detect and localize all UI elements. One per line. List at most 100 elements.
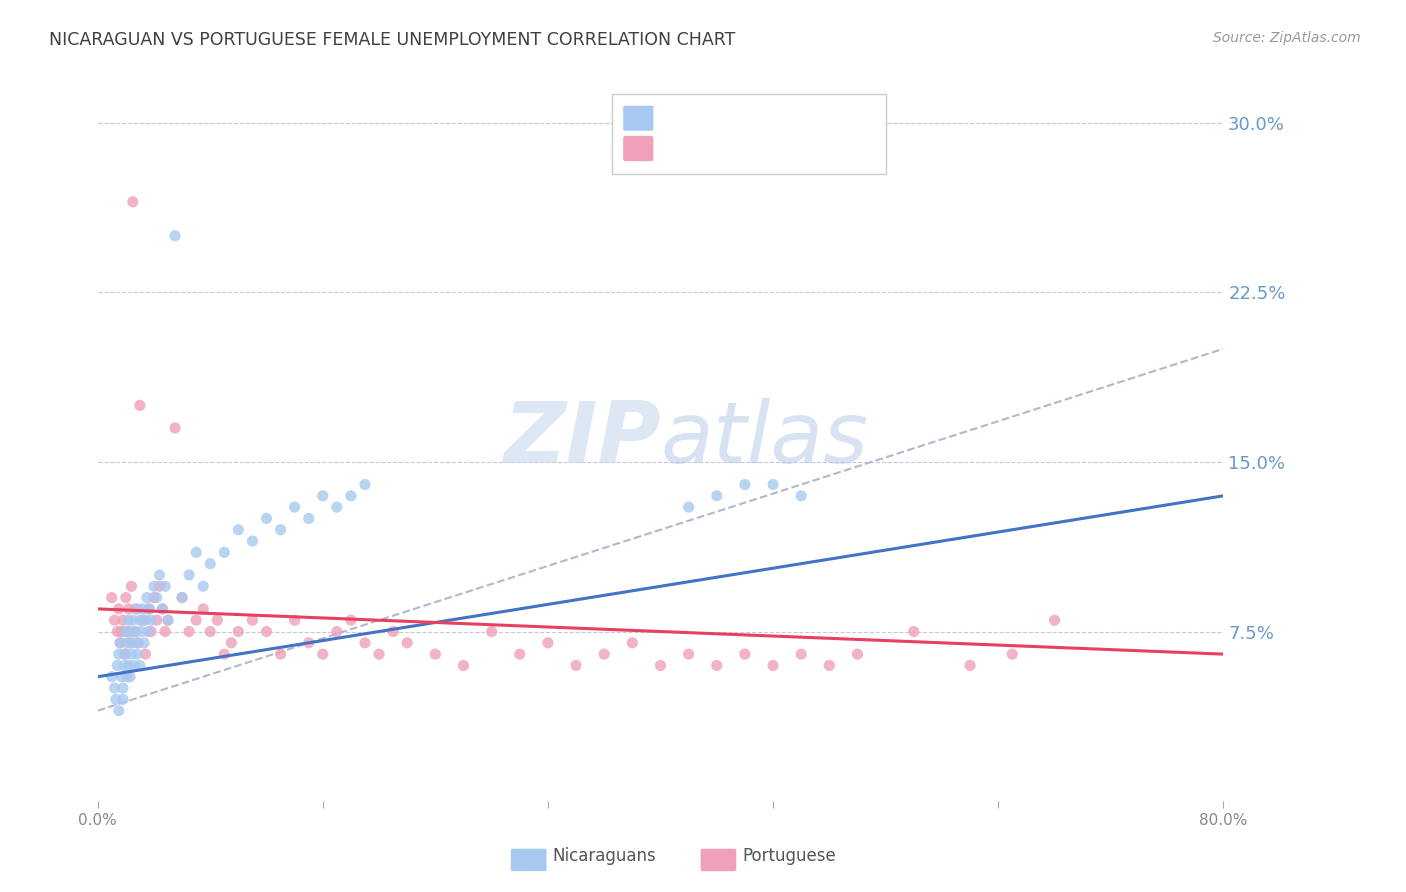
Point [354,477,377,491]
Text: R =: R = [662,140,699,158]
Point [163,421,186,435]
Point [509,647,531,661]
Point [124,624,146,639]
Point [228,523,250,537]
Point [284,500,307,515]
Point [354,636,377,650]
Point [118,624,141,639]
Point [125,602,148,616]
Point [114,591,136,605]
Point [136,624,159,639]
Point [105,624,128,639]
Point [125,636,148,650]
Point [145,591,167,605]
Point [105,658,128,673]
Point [118,636,141,650]
Point [706,658,728,673]
Point [242,534,264,549]
Point [132,636,155,650]
Point [131,602,153,616]
Point [153,579,176,593]
Text: 0.405: 0.405 [699,110,751,128]
Point [138,602,160,616]
Point [100,591,122,605]
Point [104,692,127,706]
Point [110,670,132,684]
Point [114,647,136,661]
Point [150,602,173,616]
Point [193,602,215,616]
Point [115,624,138,639]
Point [312,647,335,661]
Point [959,658,981,673]
Point [256,624,278,639]
Text: N =: N = [759,110,796,128]
Point [117,613,139,627]
Point [734,477,756,491]
Point [125,647,148,661]
Point [1043,613,1066,627]
Point [270,523,292,537]
Point [200,557,222,571]
Point [621,636,644,650]
Point [117,658,139,673]
Point [139,613,162,627]
Point [1001,647,1024,661]
Point [117,602,139,616]
Point [111,692,134,706]
Point [153,624,176,639]
Point [107,602,129,616]
Point [124,602,146,616]
Point [108,636,131,650]
Point [537,636,560,650]
Text: NICARAGUAN VS PORTUGUESE FEMALE UNEMPLOYMENT CORRELATION CHART: NICARAGUAN VS PORTUGUESE FEMALE UNEMPLOY… [49,31,735,49]
Point [135,591,157,605]
Point [177,568,200,582]
Point [228,624,250,639]
Text: -0.059: -0.059 [693,140,752,158]
Point [114,624,136,639]
Point [150,602,173,616]
Point [115,636,138,650]
Point [121,194,143,209]
Point [134,647,156,661]
Point [565,658,588,673]
Point [326,624,349,639]
Point [425,647,447,661]
Text: Portuguese: Portuguese [742,847,837,865]
Point [790,489,813,503]
Point [242,613,264,627]
Point [453,658,475,673]
Point [650,658,672,673]
Point [129,624,152,639]
Point [112,647,135,661]
Point [103,613,125,627]
Point [115,670,138,684]
Point [340,489,363,503]
Point [134,613,156,627]
Point [156,613,179,627]
Point [284,613,307,627]
Point [368,647,391,661]
Point [170,591,193,605]
Point [256,511,278,525]
Point [846,647,869,661]
Point [122,658,145,673]
Point [340,613,363,627]
Point [734,647,756,661]
Point [108,636,131,650]
Point [818,658,841,673]
Point [128,398,150,412]
Point [142,591,165,605]
Point [148,579,170,593]
Point [396,636,419,650]
Point [193,579,215,593]
Text: atlas: atlas [661,398,869,481]
Point [200,624,222,639]
Point [163,228,186,243]
Point [118,670,141,684]
Point [214,545,236,559]
Point [112,658,135,673]
Point [593,647,616,661]
Point [326,500,349,515]
